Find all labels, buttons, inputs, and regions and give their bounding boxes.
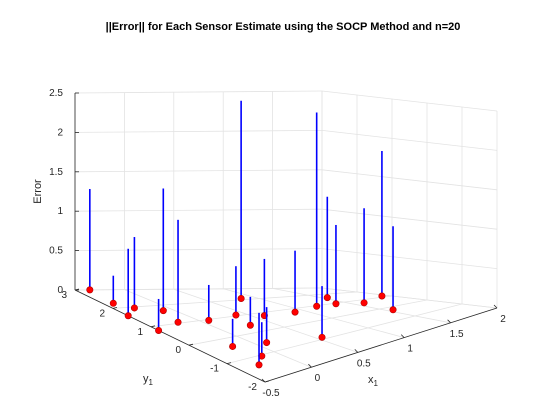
y-axis-label: y1 [143,373,154,387]
x-tick [354,349,359,353]
x-tick-label: -0.5 [262,388,280,399]
x-tick [447,319,451,324]
y-tick-label: -2 [248,382,257,393]
y-tick [150,325,156,328]
y-tick-label: 2 [99,308,105,319]
grid-line [188,299,428,346]
stem-marker [332,300,340,308]
tick-labels: 0 0.5 1 1.5 2 2.5 -0.5 0 0.5 1 1.5 2 -2 -1 0 1 2 3 [49,88,506,399]
grid-line [173,288,358,353]
x-tick [261,378,266,383]
grid-line [321,287,498,309]
grid-line [321,248,498,269]
grid-line [124,289,312,368]
x-axis-label: x1 [368,374,379,388]
x-tick [493,304,498,309]
y-tick-label: 0 [175,345,181,356]
z-axis-label: Error [32,179,44,204]
x-tick [308,363,312,368]
stem-marker [389,306,397,314]
x-tick-label: 1 [407,344,413,355]
grid-line [223,288,405,338]
stem-marker [378,292,386,300]
grid-line [321,169,498,191]
stem-marker [246,321,254,329]
stem-marker [124,312,132,320]
grid-line [321,90,498,112]
y-axis-line [74,289,266,383]
stem-marker [130,304,138,312]
x-axis-line [264,307,498,383]
grid-line [321,208,498,230]
x-tick-label: 0.5 [357,358,371,369]
stem-marker [318,333,326,341]
x-tick-label: 1.5 [450,329,464,340]
z-tick-label: 1.5 [49,167,63,178]
stem-marker [205,316,213,324]
stem-marker [360,299,368,307]
x-tick-label: 2 [500,314,506,325]
z-tick-label: 1 [57,206,63,217]
y-tick [264,380,270,383]
stem-marker [174,318,182,326]
stem-marker [313,302,321,310]
grid-line [74,169,323,173]
grid-line [74,248,323,251]
stem-marker [159,307,167,315]
grid-line [321,130,498,151]
stem-marker [291,308,299,316]
y-tick-label: -1 [210,364,219,375]
stem-marker [109,299,117,307]
grid-line [74,208,323,212]
stem-marker [263,339,271,347]
stem-marker [237,294,245,302]
x-tick-label: 0 [315,373,321,384]
y-tick [226,362,232,364]
stem-marker [155,326,163,334]
z-tick-label: 0.5 [49,246,63,257]
y-tick-label: 3 [61,290,67,301]
z-tick-label: 2 [57,127,63,138]
stem-marker [255,361,263,369]
x-tick [400,334,405,338]
y-tick [74,288,80,291]
z-tick-label: 0 [57,285,63,296]
grid-line [226,303,463,364]
grid-line [74,90,323,94]
grid-line [74,130,323,133]
y-tick-label: 1 [137,327,143,338]
grid-line [150,295,393,328]
stem-layer [86,100,397,369]
grid-layer [74,90,498,383]
grid-line [272,288,451,324]
z-tick-label: 2.5 [49,88,63,99]
stem-marker [86,286,94,294]
chart-title: ||Error|| for Each Sensor Estimate using… [106,21,461,33]
stem-marker [323,294,331,302]
y-tick [188,343,194,346]
y-tick [112,307,118,309]
stem-marker [229,342,237,350]
stem-marker [232,311,240,319]
grid-line [74,287,323,291]
axes-layer [74,92,498,383]
